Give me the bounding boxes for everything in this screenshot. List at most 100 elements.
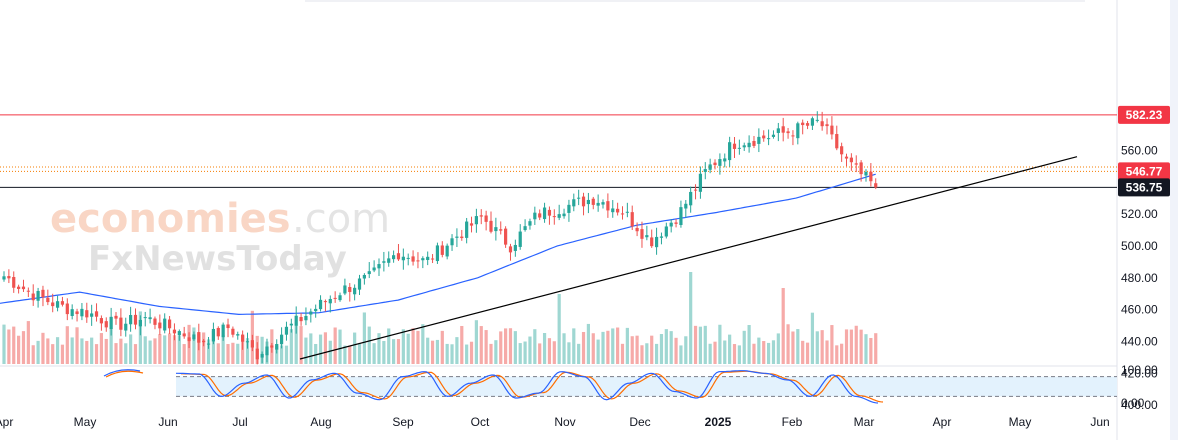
time-tick-label: Apr xyxy=(0,415,13,429)
volume-bar xyxy=(762,341,766,364)
trendline-layer[interactable] xyxy=(299,156,1078,360)
candle-body xyxy=(567,204,571,213)
candle-body xyxy=(104,321,108,328)
candle-body xyxy=(85,310,89,318)
time-axis[interactable]: Apr May Jun Jul Aug Sep Oct Nov Dec 2025 Feb Mar Apr… xyxy=(0,415,1110,429)
volume-bar xyxy=(542,332,547,364)
volume-bar xyxy=(124,343,128,364)
watermark-economies: economies xyxy=(50,196,291,242)
volume-bar xyxy=(46,338,50,364)
volume-bar xyxy=(318,334,323,364)
candle-body xyxy=(314,308,318,312)
scrollbar-track[interactable] xyxy=(1170,0,1178,440)
volume-bar xyxy=(206,339,211,364)
candle-body xyxy=(17,286,21,289)
volume-bar xyxy=(874,333,878,364)
candle-body xyxy=(124,323,128,331)
volume-bar xyxy=(567,342,571,364)
candle-body xyxy=(625,211,629,213)
watermark-dotcom: .com xyxy=(292,196,390,242)
candle-body xyxy=(75,311,79,315)
candle-body xyxy=(552,216,556,218)
volume-bar xyxy=(377,333,381,364)
volume-bar xyxy=(153,338,157,364)
price-badge-resistance xyxy=(1118,105,1170,124)
volume-bar xyxy=(333,327,337,364)
volume-bar xyxy=(591,333,595,364)
volume-bar xyxy=(338,329,342,364)
volume-bar xyxy=(172,335,177,364)
time-tick-label: Oct xyxy=(471,415,490,429)
candle-body xyxy=(723,158,727,162)
candle-body xyxy=(377,264,381,269)
volume-bar xyxy=(450,344,454,364)
candle-body xyxy=(674,222,678,224)
volume-bar xyxy=(231,342,235,364)
candle-body xyxy=(435,245,440,262)
volume-bar xyxy=(728,334,732,364)
volume-bar xyxy=(625,327,629,364)
candle-body xyxy=(31,293,35,301)
time-tick-label: 2025 xyxy=(705,415,732,429)
candle-body xyxy=(60,301,65,305)
candle-body xyxy=(771,134,776,137)
volume-bar xyxy=(840,343,844,364)
candle-body xyxy=(236,334,240,336)
volume-bar xyxy=(104,338,108,364)
candle-body xyxy=(635,227,639,232)
volume-bar xyxy=(737,345,741,364)
candle-body xyxy=(840,146,844,155)
price-tick-label: 520.00 xyxy=(1121,207,1158,221)
volume-bar xyxy=(236,343,240,364)
candle-body xyxy=(119,317,123,330)
volume-bar xyxy=(411,328,415,364)
stoch-band xyxy=(176,376,1117,397)
candle-body xyxy=(611,208,615,213)
volume-bar xyxy=(654,343,659,364)
candle-body xyxy=(318,299,323,310)
candle-body xyxy=(698,173,703,192)
volume-bar xyxy=(114,343,118,364)
volume-bar xyxy=(484,330,488,364)
volume-bar xyxy=(294,325,298,364)
stoch-d-fragment xyxy=(105,370,144,378)
volume-bar xyxy=(36,340,40,364)
volume-bar xyxy=(713,341,717,364)
time-tick-label: May xyxy=(74,415,97,429)
candle-body xyxy=(372,267,376,271)
volume-bar xyxy=(55,337,60,364)
candle-body xyxy=(766,138,771,140)
time-tick-label: Jun xyxy=(1090,415,1109,429)
price-badge-label-dotted: 546.77 xyxy=(1126,164,1163,178)
candle-body xyxy=(133,314,138,325)
candle-body xyxy=(669,222,673,227)
volume-bar xyxy=(693,325,698,364)
candle-body xyxy=(129,315,133,325)
volume-bar xyxy=(786,324,790,364)
moving-average xyxy=(0,173,876,316)
candle-body xyxy=(70,309,74,317)
volume-bar xyxy=(664,329,668,364)
candle-body xyxy=(250,340,254,348)
volume-bar xyxy=(489,343,493,364)
candle-body xyxy=(752,140,756,146)
volume-bar xyxy=(518,343,522,364)
moving-average-line xyxy=(0,173,876,316)
volume-bar xyxy=(138,311,142,364)
candle-body xyxy=(606,201,610,211)
volume-bar xyxy=(430,340,435,364)
volume-bar xyxy=(323,332,328,364)
volume-bar xyxy=(455,337,459,364)
candle-body xyxy=(494,227,498,232)
volume-bar xyxy=(99,333,103,364)
price-axis[interactable]: 400.00 420.00 440.00 460.00 480.00 500.00 520.… xyxy=(1121,143,1158,412)
candle-body xyxy=(41,289,45,298)
volume-bar xyxy=(440,330,444,364)
candle-body xyxy=(650,237,654,247)
volume-bar xyxy=(202,332,206,364)
volume-bar xyxy=(387,328,391,364)
candle-body xyxy=(499,229,503,231)
volume-bar xyxy=(357,343,362,364)
candle-body xyxy=(177,331,181,336)
